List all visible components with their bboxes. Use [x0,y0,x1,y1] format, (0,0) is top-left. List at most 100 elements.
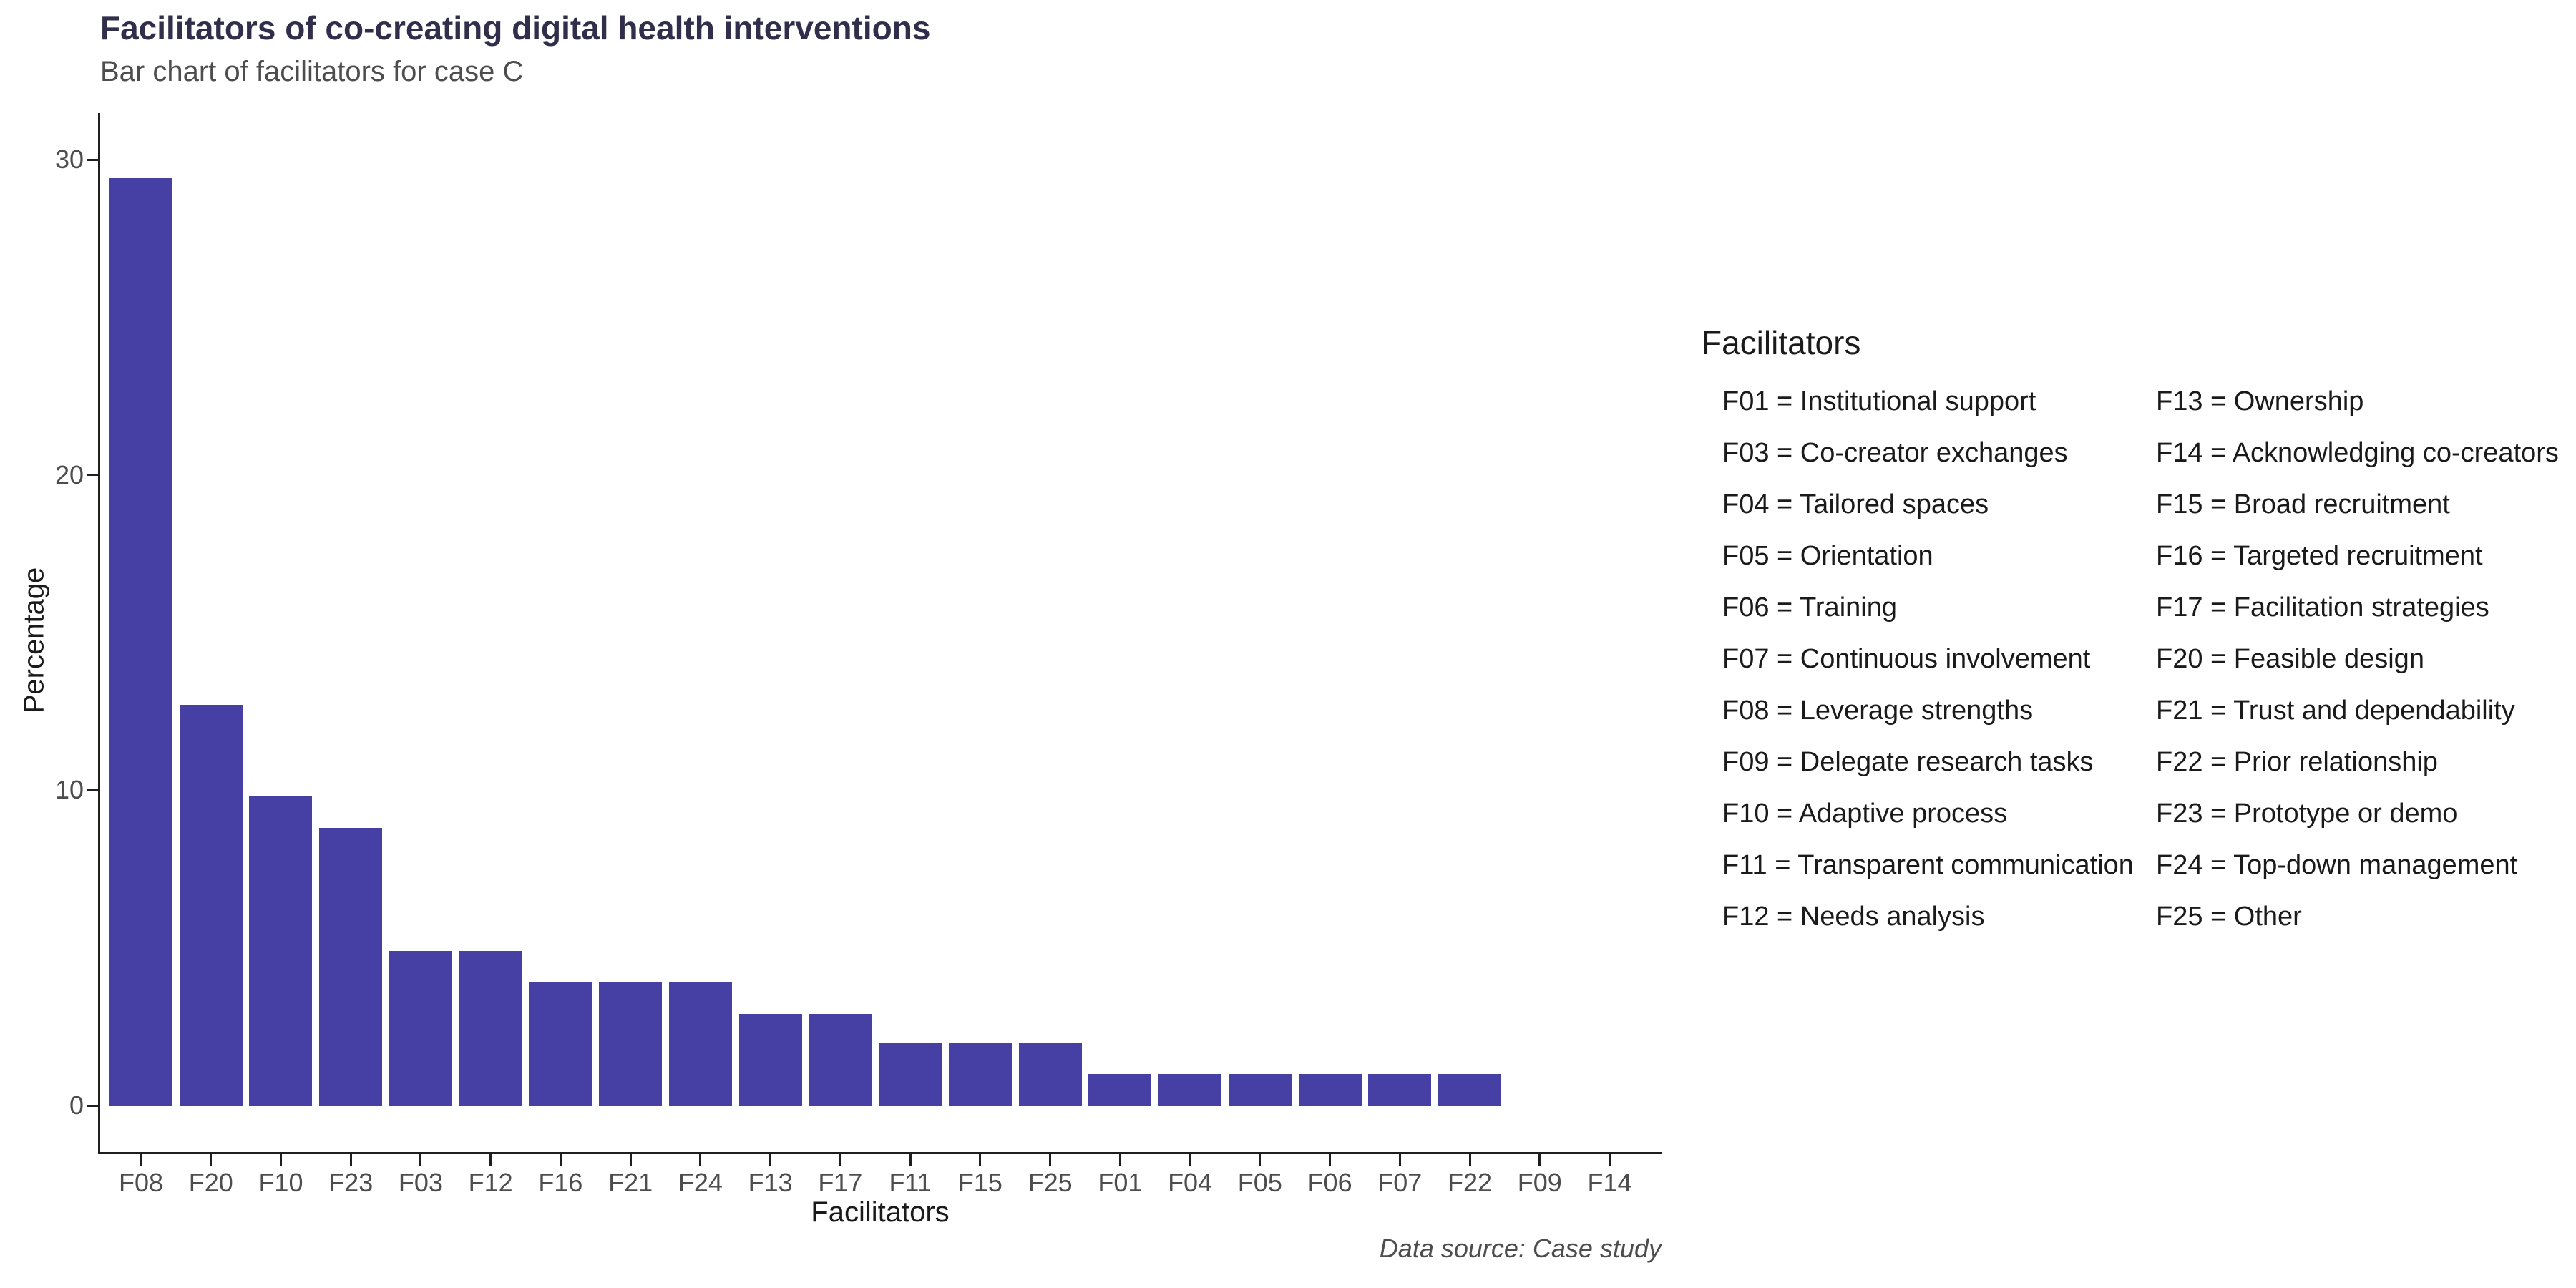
x-tick-mark [1259,1154,1262,1166]
x-tick-label-F09: F09 [1517,1168,1562,1197]
legend-item: F05 = Orientation [1722,541,1933,571]
x-axis-line [98,1152,1662,1154]
x-tick-label-F20: F20 [188,1168,233,1197]
bar-F25 [1018,1042,1082,1106]
bar-F04 [1158,1073,1222,1106]
bar-F13 [738,1014,802,1106]
y-tick-label: 20 [54,459,84,489]
x-tick-mark [979,1154,982,1166]
legend-item: F15 = Broad recruitment [2156,489,2450,519]
legend-item: F16 = Targeted recruitment [2156,541,2483,571]
x-tick-label-F05: F05 [1237,1168,1282,1197]
x-tick-mark [909,1154,912,1166]
x-tick-label-F21: F21 [608,1168,653,1197]
x-tick-label-F03: F03 [398,1168,443,1197]
x-tick-label-F06: F06 [1307,1168,1352,1197]
bar-F21 [599,982,663,1106]
y-axis-line [98,113,100,1154]
bar-F03 [389,951,452,1106]
legend-item: F07 = Continuous involvement [1722,644,2091,674]
x-tick-mark [419,1154,422,1166]
x-tick-label-F08: F08 [118,1168,164,1197]
bar-F20 [179,705,243,1106]
x-tick-label-F14: F14 [1587,1168,1632,1197]
legend-item: F03 = Co-creator exchanges [1722,438,2068,468]
x-tick-mark [140,1154,142,1166]
x-tick-mark [1118,1154,1121,1166]
legend-item: F04 = Tailored spaces [1722,489,1989,519]
legend-item: F24 = Top-down management [2156,850,2518,880]
x-tick-label-F17: F17 [818,1168,863,1197]
x-tick-mark [1538,1154,1541,1166]
x-tick-mark [279,1154,282,1166]
bar-F06 [1298,1073,1362,1106]
y-tick-label: 0 [69,1091,84,1120]
legend-item: F13 = Ownership [2156,386,2364,416]
x-tick-label-F11: F11 [889,1168,932,1197]
y-tick-mark [87,1104,98,1107]
chart-title: Facilitators of co-creating digital heal… [100,9,931,47]
x-tick-mark [1329,1154,1332,1166]
bar-F10 [249,796,313,1106]
x-tick-mark [769,1154,772,1166]
bar-F24 [668,982,732,1106]
bar-F17 [809,1014,872,1106]
bar-F11 [879,1042,942,1106]
bar-F05 [1228,1073,1292,1106]
bar-F08 [109,178,172,1106]
bar-F07 [1368,1073,1432,1106]
chart-caption: Data source: Case study [1379,1234,1662,1263]
y-tick-label: 10 [54,775,84,805]
legend-item: F06 = Training [1722,592,1897,623]
bar-F16 [529,982,592,1106]
legend-item: F17 = Facilitation strategies [2156,592,2489,623]
legend-item: F21 = Trust and dependability [2156,696,2515,726]
legend-item: F20 = Feasible design [2156,644,2424,674]
legend-item: F23 = Prototype or demo [2156,799,2458,829]
x-tick-label-F16: F16 [538,1168,583,1197]
x-tick-mark [629,1154,632,1166]
x-tick-label-F22: F22 [1448,1168,1493,1197]
y-tick-label: 30 [54,145,84,174]
legend-title: Facilitators [1702,324,1861,361]
x-tick-label-F15: F15 [957,1168,1002,1197]
bar-F01 [1088,1073,1152,1106]
legend-item: F01 = Institutional support [1722,386,2036,416]
x-tick-label-F25: F25 [1028,1168,1073,1197]
bar-F23 [319,828,383,1106]
x-tick-label-F07: F07 [1377,1168,1423,1197]
x-tick-mark [210,1154,213,1166]
x-tick-mark [559,1154,562,1166]
x-tick-label-F12: F12 [468,1168,513,1197]
y-tick-mark [87,158,98,161]
x-tick-mark [1398,1154,1401,1166]
y-tick-mark [87,789,98,791]
x-tick-mark [839,1154,841,1166]
x-tick-label-F13: F13 [748,1168,793,1197]
legend-item: F14 = Acknowledging co-creators [2156,438,2559,468]
x-tick-mark [1189,1154,1191,1166]
y-axis-title: Percentage [18,567,50,714]
legend-item: F09 = Delegate research tasks [1722,747,2094,777]
x-tick-label-F01: F01 [1098,1168,1143,1197]
legend-item: F08 = Leverage strengths [1722,696,2034,726]
x-tick-mark [1468,1154,1471,1166]
y-tick-mark [87,474,98,477]
legend-item: F12 = Needs analysis [1722,902,1985,932]
x-axis-title: Facilitators [811,1196,950,1228]
bar-F22 [1438,1073,1502,1106]
x-tick-label-F24: F24 [678,1168,723,1197]
x-tick-mark [1609,1154,1611,1166]
x-tick-mark [699,1154,702,1166]
bar-F12 [459,951,522,1106]
legend-item: F22 = Prior relationship [2156,747,2438,777]
x-tick-mark [489,1154,492,1166]
legend-item: F25 = Other [2156,902,2302,932]
x-tick-label-F04: F04 [1168,1168,1213,1197]
x-tick-label-F10: F10 [258,1168,303,1197]
legend-item: F10 = Adaptive process [1722,799,2008,829]
x-tick-mark [1049,1154,1052,1166]
x-tick-mark [349,1154,352,1166]
x-tick-label-F23: F23 [328,1168,374,1197]
